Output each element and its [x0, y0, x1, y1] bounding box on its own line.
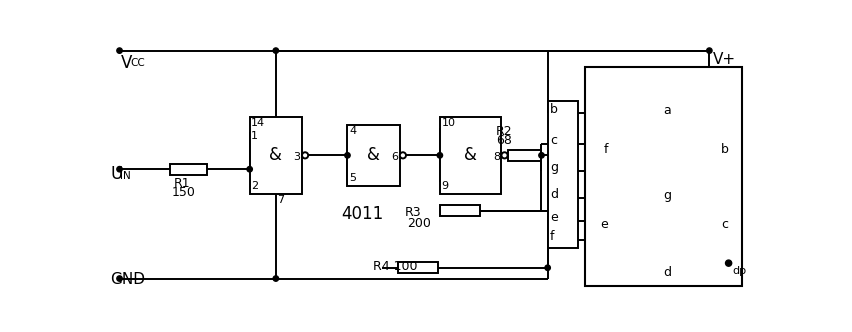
Circle shape: [538, 153, 544, 158]
Text: R4 100: R4 100: [372, 260, 417, 273]
Text: b: b: [720, 143, 728, 156]
Text: CC: CC: [130, 58, 145, 68]
Circle shape: [344, 153, 349, 158]
Text: f: f: [550, 230, 554, 243]
Circle shape: [117, 167, 122, 172]
Text: &: &: [463, 146, 476, 164]
Text: 5: 5: [348, 173, 355, 183]
Text: e: e: [550, 211, 557, 224]
Text: U: U: [110, 165, 123, 183]
Text: d: d: [550, 188, 557, 201]
Text: d: d: [662, 266, 671, 279]
Text: b: b: [550, 103, 557, 117]
Bar: [250, 117, 302, 194]
Text: 200: 200: [407, 217, 431, 230]
Bar: [507, 150, 541, 161]
Text: 14: 14: [250, 119, 265, 128]
Circle shape: [725, 260, 731, 266]
Bar: [584, 67, 741, 286]
Circle shape: [436, 153, 442, 158]
Circle shape: [117, 48, 122, 53]
Circle shape: [302, 152, 308, 158]
Text: R3: R3: [405, 206, 422, 219]
Text: IN: IN: [119, 171, 130, 181]
Text: g: g: [662, 189, 671, 202]
Text: c: c: [550, 134, 556, 147]
Text: 8: 8: [492, 152, 499, 162]
Circle shape: [273, 276, 279, 281]
Text: g: g: [550, 161, 557, 174]
Text: 3: 3: [293, 152, 300, 162]
Circle shape: [273, 48, 279, 53]
Text: f: f: [602, 143, 607, 156]
Text: dp: dp: [732, 266, 746, 276]
Text: 6: 6: [391, 152, 398, 162]
Circle shape: [544, 265, 550, 271]
Bar: [547, 102, 578, 248]
Circle shape: [400, 152, 406, 158]
Text: 4: 4: [348, 126, 355, 136]
Bar: [440, 117, 501, 194]
Text: 9: 9: [440, 181, 448, 191]
Text: &: &: [366, 146, 380, 164]
Text: 10: 10: [440, 119, 455, 128]
Text: 150: 150: [172, 186, 196, 199]
Text: GND: GND: [110, 272, 145, 288]
Text: e: e: [599, 218, 607, 231]
Text: 68: 68: [496, 134, 511, 147]
Circle shape: [247, 167, 252, 172]
Circle shape: [117, 276, 122, 281]
Bar: [347, 124, 400, 186]
Text: a: a: [662, 104, 670, 117]
Text: 4011: 4011: [342, 206, 383, 223]
Circle shape: [705, 48, 711, 53]
Circle shape: [501, 152, 507, 158]
Text: V: V: [121, 54, 132, 72]
Text: R2: R2: [496, 124, 512, 137]
Text: 7: 7: [277, 195, 285, 206]
Text: &: &: [269, 146, 282, 164]
Bar: [397, 262, 437, 273]
Text: 1: 1: [250, 131, 258, 141]
Text: V+: V+: [712, 52, 735, 67]
Text: 2: 2: [250, 181, 258, 191]
Bar: [440, 206, 480, 216]
Bar: [170, 164, 207, 175]
Text: c: c: [720, 218, 727, 231]
Text: R1: R1: [174, 177, 191, 190]
